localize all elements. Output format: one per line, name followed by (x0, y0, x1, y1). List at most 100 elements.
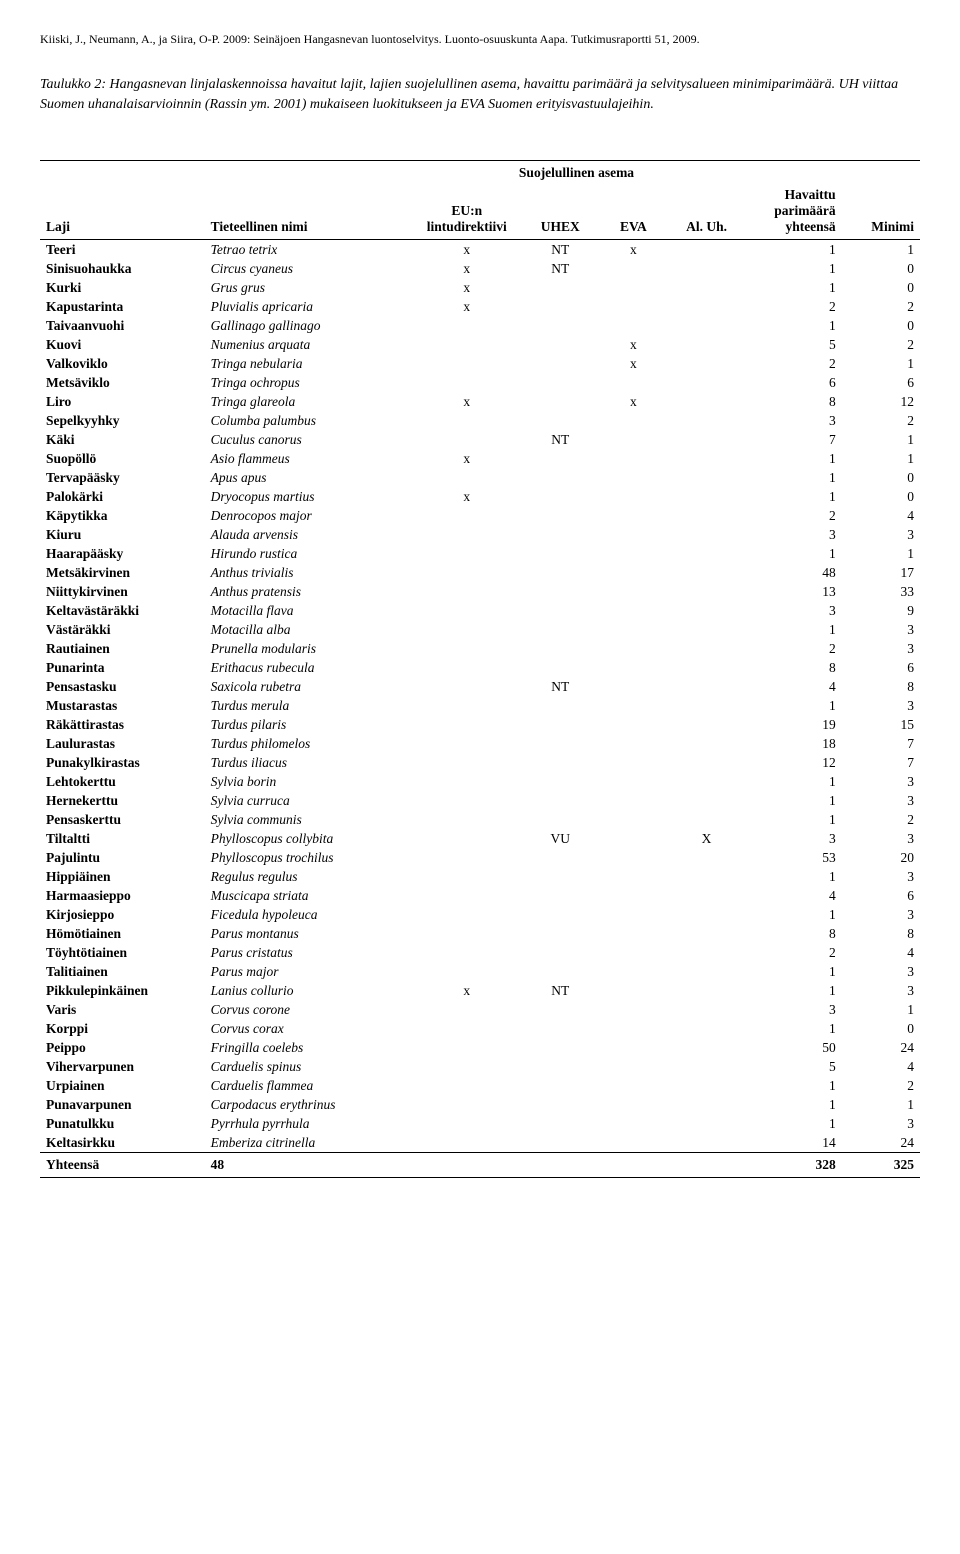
cell-scientific-name: Regulus regulus (205, 867, 410, 886)
cell-scientific-name: Turdus philomelos (205, 734, 410, 753)
cell-aluh (670, 430, 743, 449)
cell-common-name: Haarapääsky (40, 544, 205, 563)
table-row: PunarintaErithacus rubecula86 (40, 658, 920, 677)
cell-eva (597, 1019, 670, 1038)
cell-aluh (670, 582, 743, 601)
cell-minimi: 4 (842, 1057, 920, 1076)
table-row: ValkovikloTringa nebulariax21 (40, 354, 920, 373)
cell-aluh (670, 525, 743, 544)
cell-havaittu: 1 (743, 1076, 842, 1095)
col-uhex: UHEX (524, 183, 597, 240)
cell-common-name: Lehtokerttu (40, 772, 205, 791)
cell-directive (410, 1133, 524, 1153)
cell-uhex (524, 525, 597, 544)
cell-common-name: Pajulintu (40, 848, 205, 867)
cell-minimi: 2 (842, 335, 920, 354)
cell-havaittu: 3 (743, 525, 842, 544)
cell-minimi: 2 (842, 411, 920, 430)
cell-eva: x (597, 392, 670, 411)
cell-aluh (670, 886, 743, 905)
cell-uhex (524, 620, 597, 639)
cell-directive (410, 677, 524, 696)
cell-aluh (670, 734, 743, 753)
cell-havaittu: 5 (743, 1057, 842, 1076)
cell-havaittu: 1 (743, 1019, 842, 1038)
cell-uhex (524, 449, 597, 468)
cell-uhex (524, 392, 597, 411)
table-caption: Taulukko 2: Hangasnevan linjalaskennoiss… (40, 75, 920, 114)
cell-scientific-name: Tringa nebularia (205, 354, 410, 373)
table-row: KeltasirkkuEmberiza citrinella1424 (40, 1133, 920, 1153)
table-row: KäkiCuculus canorusNT71 (40, 430, 920, 449)
table-row: KorppiCorvus corax10 (40, 1019, 920, 1038)
cell-eva: x (597, 354, 670, 373)
table-row: UrpiainenCarduelis flammea12 (40, 1076, 920, 1095)
cell-aluh (670, 677, 743, 696)
cell-uhex (524, 1095, 597, 1114)
table-row: PunavarpunenCarpodacus erythrinus11 (40, 1095, 920, 1114)
cell-aluh (670, 563, 743, 582)
cell-common-name: Keltavästäräkki (40, 601, 205, 620)
cell-eva (597, 791, 670, 810)
totals-label: Yhteensä (40, 1153, 205, 1178)
col-aluh: Al. Uh. (670, 183, 743, 240)
cell-eva (597, 696, 670, 715)
cell-common-name: Keltasirkku (40, 1133, 205, 1153)
cell-common-name: Västäräkki (40, 620, 205, 639)
cell-common-name: Kiuru (40, 525, 205, 544)
cell-scientific-name: Apus apus (205, 468, 410, 487)
cell-havaittu: 8 (743, 392, 842, 411)
cell-aluh (670, 848, 743, 867)
cell-havaittu: 1 (743, 981, 842, 1000)
cell-eva (597, 639, 670, 658)
cell-aluh (670, 601, 743, 620)
cell-common-name: Kirjosieppo (40, 905, 205, 924)
cell-eva (597, 1038, 670, 1057)
cell-minimi: 1 (842, 1000, 920, 1019)
cell-minimi: 24 (842, 1038, 920, 1057)
cell-scientific-name: Tringa glareola (205, 392, 410, 411)
cell-aluh (670, 354, 743, 373)
cell-directive (410, 1000, 524, 1019)
cell-havaittu: 1 (743, 449, 842, 468)
cell-common-name: Varis (40, 1000, 205, 1019)
cell-uhex (524, 601, 597, 620)
cell-minimi: 33 (842, 582, 920, 601)
cell-eva (597, 1076, 670, 1095)
cell-scientific-name: Phylloscopus collybita (205, 829, 410, 848)
cell-scientific-name: Grus grus (205, 278, 410, 297)
cell-common-name: Sinisuohaukka (40, 259, 205, 278)
cell-minimi: 15 (842, 715, 920, 734)
cell-minimi: 1 (842, 430, 920, 449)
cell-scientific-name: Muscicapa striata (205, 886, 410, 905)
cell-common-name: Valkoviklo (40, 354, 205, 373)
cell-common-name: Suopöllö (40, 449, 205, 468)
cell-aluh (670, 544, 743, 563)
cell-eva (597, 715, 670, 734)
cell-scientific-name: Numenius arquata (205, 335, 410, 354)
col-havaittu: Havaittu parimäärä yhteensä (743, 183, 842, 240)
cell-uhex (524, 316, 597, 335)
col-minimi: Minimi (842, 183, 920, 240)
cell-minimi: 3 (842, 867, 920, 886)
cell-aluh (670, 810, 743, 829)
cell-aluh (670, 392, 743, 411)
table-row: PensaskerttuSylvia communis12 (40, 810, 920, 829)
cell-eva (597, 620, 670, 639)
cell-uhex (524, 715, 597, 734)
cell-uhex: NT (524, 677, 597, 696)
cell-havaittu: 1 (743, 810, 842, 829)
cell-scientific-name: Ficedula hypoleuca (205, 905, 410, 924)
cell-havaittu: 7 (743, 430, 842, 449)
cell-minimi: 3 (842, 905, 920, 924)
cell-directive: x (410, 449, 524, 468)
cell-eva (597, 905, 670, 924)
cell-minimi: 9 (842, 601, 920, 620)
cell-scientific-name: Asio flammeus (205, 449, 410, 468)
cell-havaittu: 1 (743, 696, 842, 715)
cell-eva (597, 772, 670, 791)
cell-havaittu: 1 (743, 772, 842, 791)
cell-aluh (670, 791, 743, 810)
col-directive: EU:n lintudirektiivi (410, 183, 524, 240)
cell-aluh (670, 1076, 743, 1095)
